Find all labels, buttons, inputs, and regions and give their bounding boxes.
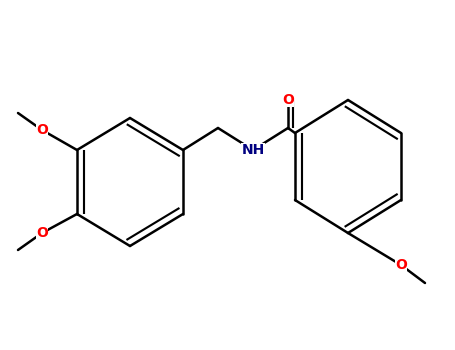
Text: O: O (36, 226, 48, 240)
Text: NH: NH (241, 143, 265, 157)
Text: O: O (395, 258, 407, 272)
Text: O: O (36, 123, 48, 137)
Text: O: O (282, 93, 294, 107)
